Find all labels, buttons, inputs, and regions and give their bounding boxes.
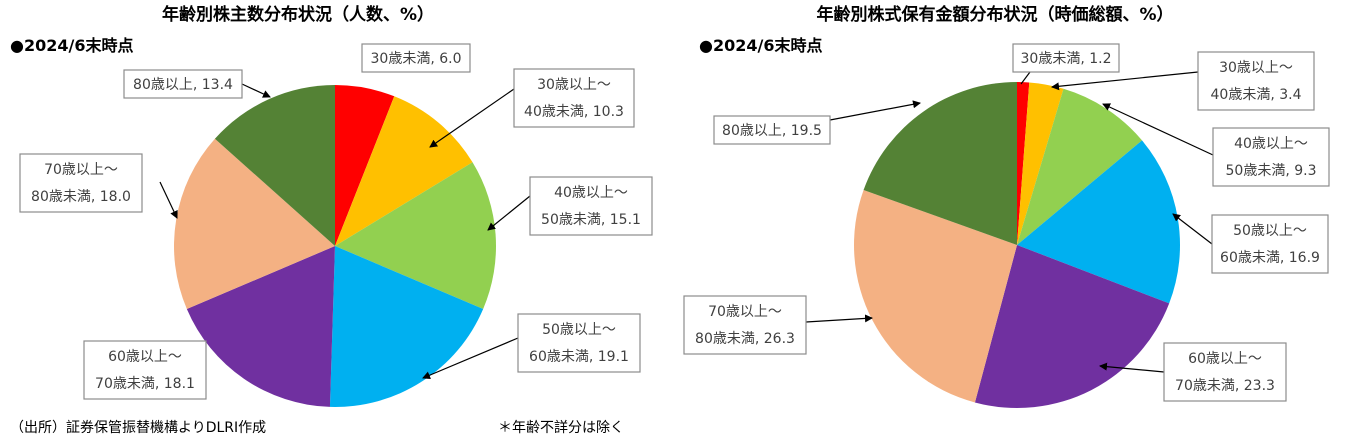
exclusion-note: ＊年齢不詳分は除く [498, 420, 624, 436]
data-label-box [19, 153, 143, 213]
data-label-box [517, 313, 641, 373]
pie-slice [214, 85, 335, 246]
leader-line [1020, 71, 1031, 85]
leader-line [1172, 213, 1213, 245]
leader-line [429, 88, 515, 148]
pie-slice [329, 246, 484, 407]
chart2-labels: 30歳未満, 1.2 30歳以上～ 40歳未満, 3.4 40歳以上～ 50歳未満, 9… [683, 43, 1330, 402]
leader-line [241, 83, 271, 98]
leader-line [1102, 103, 1214, 156]
pie-slice [1017, 82, 1064, 246]
data-label: 50歳以上～ [542, 322, 616, 338]
chart1-title: 年齢別株主数分布状況（人数、%） [162, 4, 434, 25]
pie-slice [974, 245, 1170, 409]
leader-line [422, 337, 519, 379]
data-label: 50歳未満, 9.3 [1226, 163, 1317, 179]
data-label-box [513, 68, 635, 128]
pie-slice [863, 82, 1017, 245]
data-label: 70歳以上～ [708, 304, 782, 320]
pie-slice [173, 138, 335, 310]
data-label: 80歳未満, 18.0 [31, 189, 131, 205]
pie-slice [335, 96, 473, 246]
data-label: 40歳未満, 10.3 [524, 104, 624, 120]
chart1-subtitle: ●2024/6末時点 [10, 36, 133, 55]
pie-slice [1017, 88, 1143, 245]
chart1-labels: 30歳未満, 6.0 30歳以上～ 40歳未満, 10.3 40歳以上～ 50歳未満, … [19, 43, 653, 400]
data-label: 30歳未満, 1.2 [1021, 51, 1112, 67]
data-label-box [1012, 43, 1120, 73]
leader-line [159, 181, 178, 219]
data-label: 30歳以上～ [537, 77, 611, 93]
data-label-box [1212, 127, 1330, 187]
data-label-box [361, 43, 471, 73]
leader-line [1051, 71, 1199, 91]
pie-slice [186, 246, 335, 407]
leader-line [1099, 362, 1165, 373]
data-label-box [683, 295, 807, 355]
data-label-box [1197, 51, 1315, 111]
data-label: 80歳未満, 26.3 [695, 331, 795, 347]
leader-line [805, 314, 873, 323]
data-label: 40歳未満, 3.4 [1211, 87, 1302, 103]
data-label-box [713, 115, 831, 145]
data-label: 70歳未満, 18.1 [95, 376, 195, 392]
data-label-box [83, 340, 207, 400]
data-label: 60歳以上～ [108, 349, 182, 365]
pie-slice [335, 85, 395, 246]
data-label: 80歳以上, 19.5 [722, 123, 822, 139]
data-label: 60歳未満, 19.1 [529, 349, 629, 365]
data-label: 60歳未満, 16.9 [1220, 250, 1320, 266]
data-label: 60歳以上～ [1188, 351, 1262, 367]
pie-slice [1017, 140, 1180, 304]
data-label: 50歳未満, 15.1 [541, 212, 641, 228]
leader-line [487, 195, 531, 231]
data-label-box [1163, 342, 1287, 402]
data-label: 70歳以上～ [44, 162, 118, 178]
leader-line [829, 100, 921, 121]
pie-slice [335, 162, 496, 310]
data-label: 30歳未満, 6.0 [371, 51, 462, 67]
pie-slice [854, 189, 1017, 403]
data-label: 30歳以上～ [1219, 60, 1293, 76]
data-label: 40歳以上～ [1234, 136, 1308, 152]
chart1-pie [173, 85, 496, 407]
data-label: 70歳未満, 23.3 [1175, 378, 1275, 394]
data-label: 80歳以上, 13.4 [133, 77, 233, 93]
data-label-box [529, 176, 653, 236]
data-label-box [123, 69, 243, 99]
chart2-pie [854, 82, 1180, 409]
data-label-box [1211, 214, 1329, 274]
chart2-subtitle: ●2024/6末時点 [699, 36, 822, 55]
data-label: 50歳以上～ [1233, 223, 1307, 239]
chart2-title: 年齢別株式保有金額分布状況（時価総額、%） [816, 4, 1173, 25]
data-label: 40歳以上～ [554, 185, 628, 201]
pie-slice [1017, 82, 1030, 245]
source-note: （出所）証券保管振替機構よりDLRI作成 [10, 420, 266, 436]
